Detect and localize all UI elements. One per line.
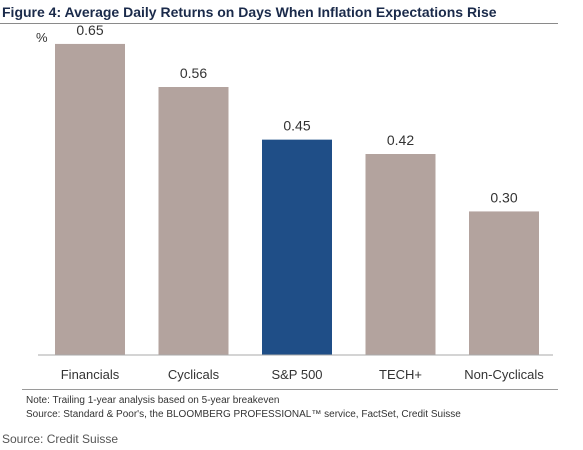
title-divider <box>0 23 558 24</box>
value-label-non-cyclicals: 0.30 <box>490 189 517 205</box>
value-label-cyclicals: 0.56 <box>180 65 207 81</box>
chart-source-note: Source: Standard & Poor's, the BLOOMBERG… <box>26 409 461 420</box>
chart-note: Note: Trailing 1-year analysis based on … <box>26 395 280 406</box>
bars-layer: 0.65 Financials 0.56 Cyclicals 0.45 S&P 500 0.… <box>55 22 544 382</box>
category-label-non-cyclicals: Non-Cyclicals <box>464 367 544 382</box>
chart-title: Figure 4: Average Daily Returns on Days … <box>2 4 497 20</box>
bar-tech <box>365 154 436 355</box>
y-axis-unit-label: % <box>36 30 48 45</box>
value-label-financials: 0.65 <box>76 22 103 38</box>
bar-chart: % 0.65 Financials 0.56 Cyclicals 0.45 S&P 500… <box>36 22 553 382</box>
category-label-tech: TECH+ <box>379 367 422 382</box>
notes-divider <box>22 389 558 390</box>
value-label-tech: 0.42 <box>387 132 414 148</box>
category-label-s-p-500: S&P 500 <box>271 367 322 382</box>
bar-non-cyclicals <box>469 211 539 355</box>
category-label-financials: Financials <box>61 367 120 382</box>
page-source: Source: Credit Suisse <box>2 432 119 446</box>
value-label-s-p-500: 0.45 <box>283 118 310 134</box>
category-label-cyclicals: Cyclicals <box>168 367 220 382</box>
bar-cyclicals <box>158 87 229 355</box>
bar-financials <box>55 43 125 356</box>
bar-s-p-500 <box>262 139 332 355</box>
